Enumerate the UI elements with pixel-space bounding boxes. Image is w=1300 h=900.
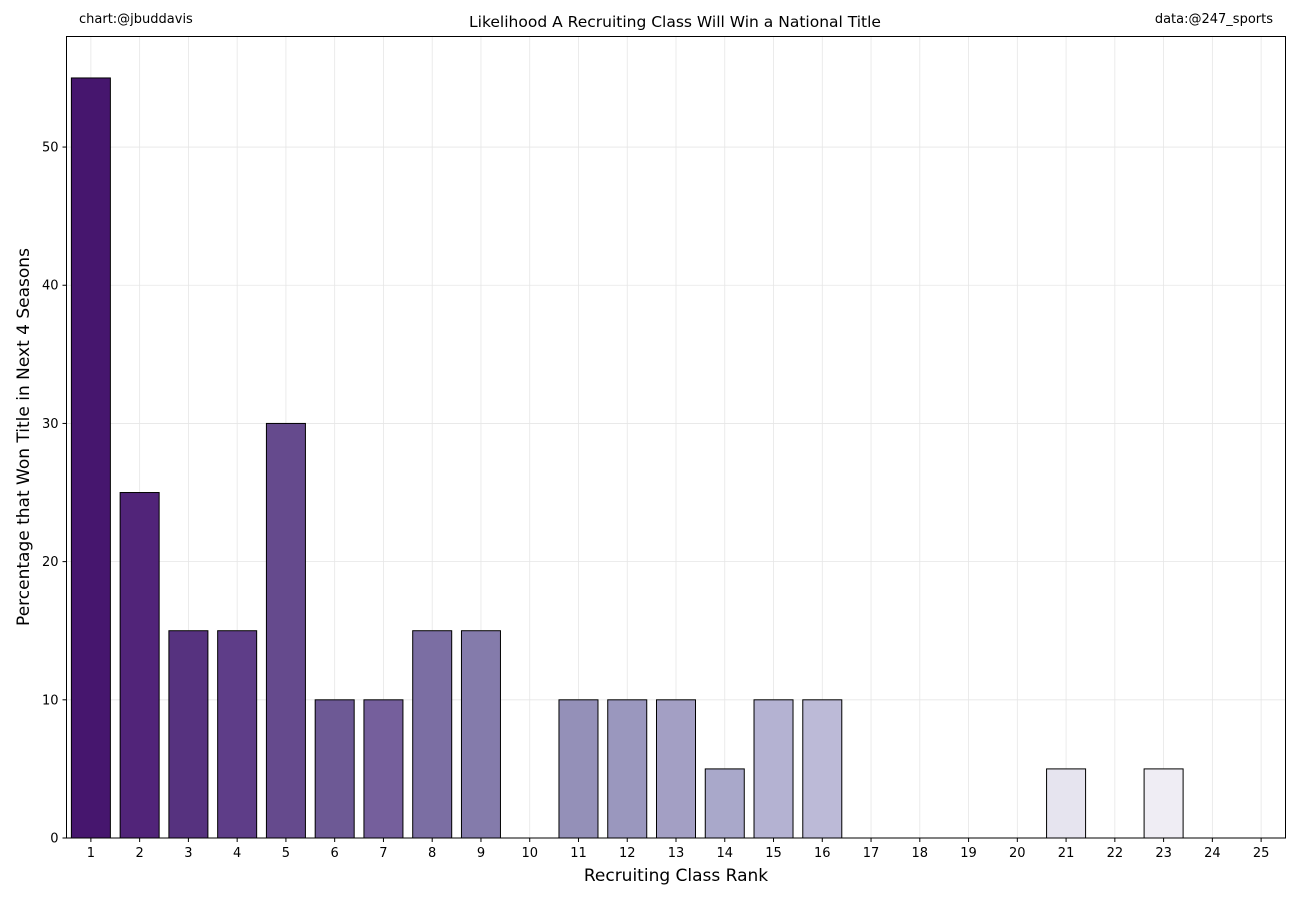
x-tick-label: 14: [716, 846, 733, 861]
x-tick-label: 12: [619, 846, 636, 861]
bar-rank-14: [704, 768, 745, 839]
x-ticks: 1 2 3 4 5 6 7 8 9 10 11 12 13 14 15 16 17 18 19 20 21 22 23 24 2…: [87, 838, 1270, 861]
bar-rank-4: [217, 630, 258, 839]
y-tick-label: 0: [50, 832, 58, 847]
x-tick-label: 11: [570, 846, 587, 861]
bar-rank-16: [802, 699, 843, 839]
x-tick-label: 20: [1009, 846, 1026, 861]
bar-rank-21: [1046, 768, 1087, 839]
y-ticks: 0 10 20 30 40 50: [42, 141, 67, 847]
x-tick-label: 13: [668, 846, 685, 861]
bar-rank-1: [70, 77, 111, 839]
bar-rank-2: [119, 492, 160, 839]
bar-rank-7: [363, 699, 404, 839]
x-tick-label: 5: [282, 846, 290, 861]
bar-rank-6: [314, 699, 355, 839]
bar-rank-13: [655, 699, 697, 839]
bar-rank-8: [412, 630, 453, 839]
x-tick-label: 8: [428, 846, 436, 861]
x-tick-label: 21: [1058, 846, 1075, 861]
chart-title: Likelihood A Recruiting Class Will Win a…: [469, 13, 881, 31]
x-tick-label: 24: [1204, 846, 1221, 861]
bar-rank-12: [607, 699, 648, 839]
bar-rank-15: [753, 699, 794, 839]
x-tick-label: 1: [87, 846, 95, 861]
x-tick-label: 15: [765, 846, 782, 861]
bar-rank-3: [168, 630, 209, 839]
x-tick-label: 6: [331, 846, 339, 861]
bar-rank-5: [265, 422, 306, 839]
y-tick-label: 30: [42, 417, 59, 432]
bar-rank-11: [558, 699, 599, 839]
y-tick-label: 40: [42, 279, 59, 294]
y-tick-label: 10: [42, 693, 59, 708]
y-tick-label: 50: [42, 141, 59, 156]
bar-rank-23: [1143, 768, 1184, 839]
x-tick-label: 3: [184, 846, 192, 861]
data-credit: data:@247_sports: [1154, 12, 1273, 27]
chart-credit: chart:@jbuddavis: [79, 12, 193, 27]
y-axis-label: Percentage that Won Title in Next 4 Seas…: [14, 248, 34, 626]
y-tick-label: 20: [42, 555, 59, 570]
x-tick-label: 18: [912, 846, 929, 861]
x-axis-label: Recruiting Class Rank: [584, 866, 768, 886]
x-tick-label: 25: [1253, 846, 1270, 861]
x-tick-label: 17: [863, 846, 880, 861]
bar-rank-9: [460, 630, 501, 839]
x-tick-label: 16: [814, 846, 831, 861]
x-tick-label: 2: [135, 846, 143, 861]
x-tick-label: 7: [379, 846, 387, 861]
x-tick-label: 22: [1107, 846, 1124, 861]
x-tick-label: 10: [521, 846, 538, 861]
x-tick-label: 23: [1155, 846, 1172, 861]
x-tick-label: 4: [233, 846, 241, 861]
bars: [70, 77, 1184, 839]
x-tick-label: 9: [477, 846, 485, 861]
x-tick-label: 19: [960, 846, 977, 861]
